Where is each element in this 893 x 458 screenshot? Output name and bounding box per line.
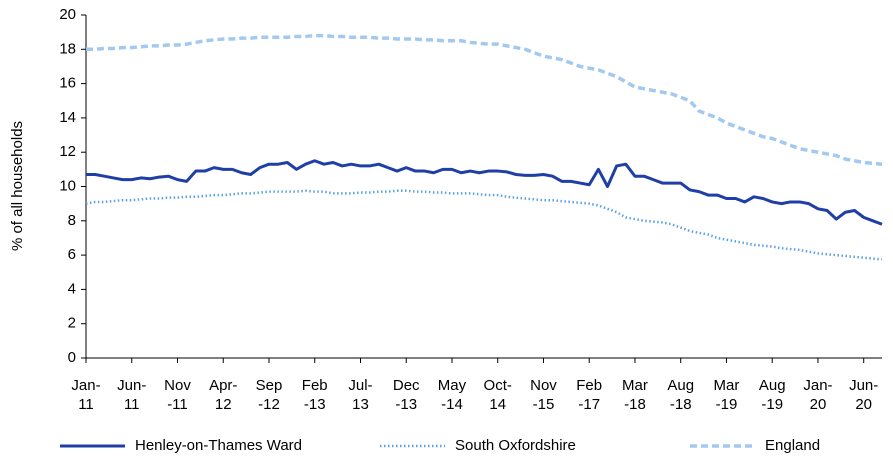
y-tick-label: 10 — [59, 177, 76, 194]
x-tick-label: Jul- 13 — [348, 377, 373, 413]
x-tick-label: Feb -13 — [301, 377, 328, 413]
x-tick-label: Jun- 11 — [117, 377, 147, 413]
x-tick-label: Oct- 14 — [483, 377, 512, 413]
y-tick-label: 18 — [59, 40, 76, 57]
y-tick-label: 2 — [68, 315, 76, 332]
x-tick-label: Mar -19 — [713, 377, 740, 413]
x-tick-label: Dec -13 — [392, 377, 420, 413]
y-tick-label: 0 — [68, 349, 76, 366]
y-axis-label: % of all households — [9, 121, 26, 251]
legend-label: Henley-on-Thames Ward — [135, 437, 302, 454]
legend-label: South Oxfordshire — [455, 437, 576, 454]
x-tick-label: Jun- 20 — [849, 377, 879, 413]
y-tick-label: 4 — [68, 280, 76, 297]
x-tick-label: Nov -11 — [164, 377, 191, 413]
x-tick-label: Jan- 11 — [71, 377, 101, 413]
x-tick-label: Mar -18 — [622, 377, 648, 413]
x-tick-label: Nov -15 — [530, 377, 557, 413]
x-tick-label: Aug -18 — [667, 377, 695, 413]
y-tick-label: 12 — [59, 143, 76, 160]
series-line — [86, 159, 883, 226]
x-tick-label: Apr- 12 — [209, 377, 238, 413]
legend-label: England — [765, 437, 820, 454]
x-tick-label: Jan- 20 — [803, 377, 833, 413]
y-tick-label: 20 — [59, 6, 76, 23]
series-line — [86, 33, 883, 166]
y-tick-label: 14 — [59, 109, 76, 126]
x-tick-label: Feb -17 — [576, 377, 603, 413]
x-tick-label: May -14 — [437, 377, 467, 413]
x-tick-label: Sep -12 — [255, 377, 283, 413]
x-tick-label: Aug -19 — [758, 377, 786, 413]
y-tick-label: 6 — [68, 246, 76, 263]
y-tick-label: 16 — [59, 75, 76, 92]
y-tick-label: 8 — [68, 212, 76, 229]
series-line — [85, 189, 883, 261]
